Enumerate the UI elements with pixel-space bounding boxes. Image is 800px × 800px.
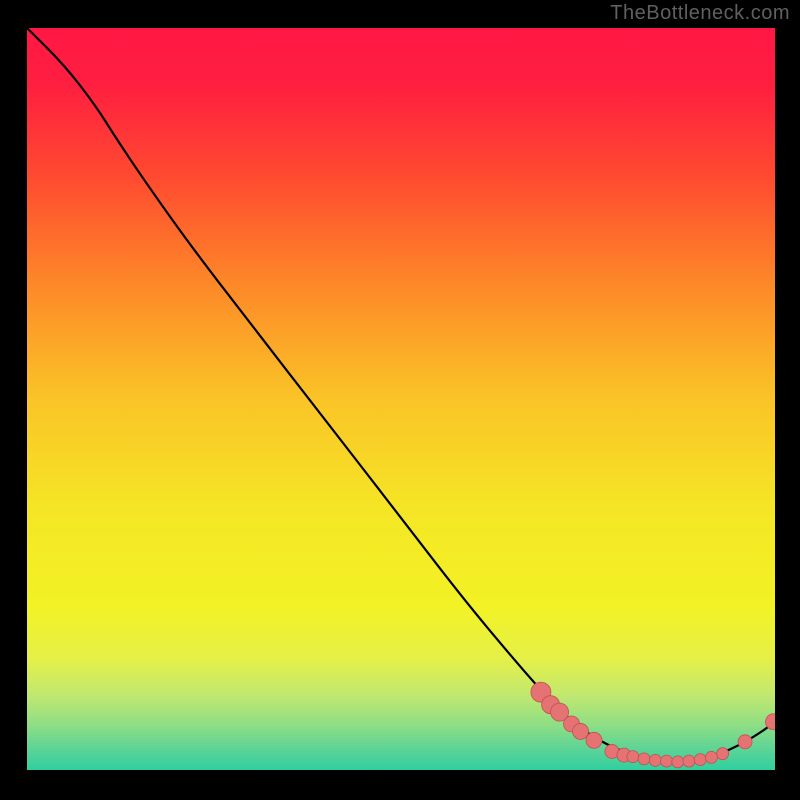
data-marker [683,755,695,767]
data-marker [717,748,729,760]
data-marker [586,732,602,748]
attribution-text: TheBottleneck.com [610,2,790,25]
data-marker [649,754,661,766]
chart-container: TheBottleneck.com [0,0,800,800]
gradient-background [27,28,775,770]
data-marker [638,753,650,765]
data-marker [694,754,706,766]
plot-area [27,28,775,770]
gradient-line-chart [27,28,775,770]
data-marker [627,751,639,763]
data-marker [661,755,673,767]
data-marker [573,723,589,739]
data-marker [738,735,752,749]
data-marker [672,756,684,768]
data-marker [705,751,717,763]
